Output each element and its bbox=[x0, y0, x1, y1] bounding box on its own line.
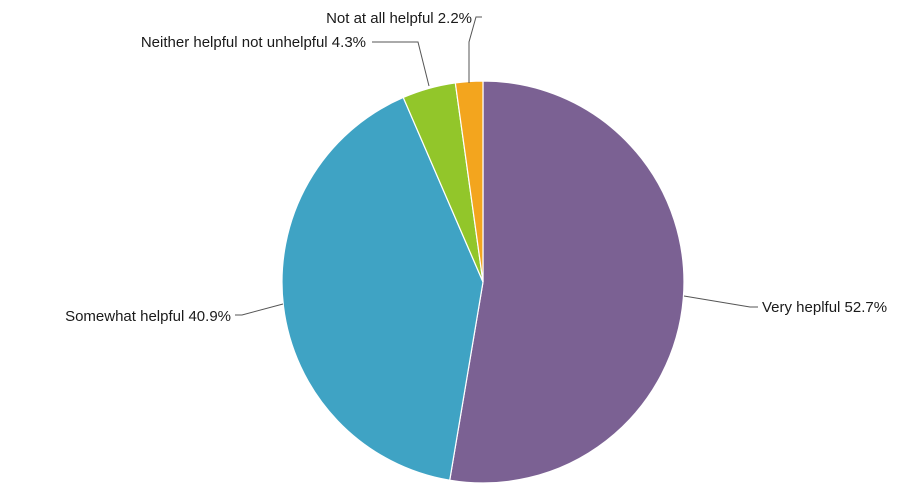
label-group-somewhat-helpful: Somewhat helpful 40.9% bbox=[65, 303, 284, 325]
slice-label-very-helpful: Very heplful 52.7% bbox=[762, 299, 887, 316]
leader-line-neither-helpful bbox=[372, 41, 430, 87]
label-group-neither-helpful: Neither helpful not unhelpful 4.3% bbox=[141, 34, 430, 87]
pie-slice-very-heplful bbox=[449, 80, 685, 484]
label-group-not-at-all-helpful: Not at all helpful 2.2% bbox=[326, 10, 482, 83]
slice-label-neither-helpful: Neither helpful not unhelpful 4.3% bbox=[141, 34, 366, 51]
slice-label-not-at-all-helpful: Not at all helpful 2.2% bbox=[326, 10, 472, 27]
slice-label-somewhat-helpful: Somewhat helpful 40.9% bbox=[65, 308, 231, 325]
leader-line-somewhat-helpful bbox=[235, 303, 284, 316]
leader-line-very-helpful bbox=[683, 295, 758, 308]
label-group-very-helpful: Very heplful 52.7% bbox=[683, 295, 887, 316]
pie-slice-somewhat-helpful bbox=[281, 96, 484, 481]
pie-slices bbox=[281, 80, 685, 484]
leader-line-not-at-all-helpful bbox=[468, 16, 482, 83]
